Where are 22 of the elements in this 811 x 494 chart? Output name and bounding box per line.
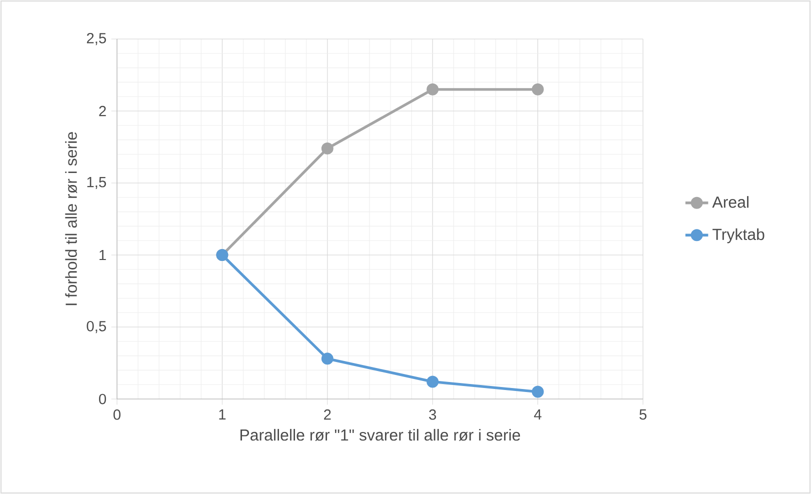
x-tick-label: 0 bbox=[113, 409, 120, 420]
y-axis-title: I forhold til alle rør i serie bbox=[65, 132, 78, 306]
legend-label: Tryktab bbox=[712, 228, 764, 244]
x-tick-label: 1 bbox=[219, 409, 226, 420]
x-tick-label: 4 bbox=[534, 409, 542, 420]
point bbox=[426, 376, 439, 388]
x-tick-label: 5 bbox=[640, 409, 646, 420]
y-tick-label: 0 bbox=[99, 394, 106, 404]
x-tick-label: 2 bbox=[324, 409, 331, 420]
legend-label: Areal bbox=[712, 196, 748, 208]
point bbox=[426, 83, 439, 96]
x-tick-label: 3 bbox=[429, 409, 436, 420]
point bbox=[321, 142, 334, 154]
point bbox=[532, 83, 544, 96]
point bbox=[532, 386, 544, 398]
x-axis-title: Parallelle rør "1" svarer til alle rør i serie bbox=[240, 428, 520, 441]
y-tick-label: 0,5 bbox=[86, 320, 106, 334]
y-tick-label: 2,5 bbox=[86, 32, 106, 46]
y-tick-label: 1,5 bbox=[87, 177, 106, 189]
point bbox=[321, 352, 334, 365]
y-tick-label: 1 bbox=[100, 250, 106, 260]
y-tick-label: 2 bbox=[99, 106, 106, 116]
